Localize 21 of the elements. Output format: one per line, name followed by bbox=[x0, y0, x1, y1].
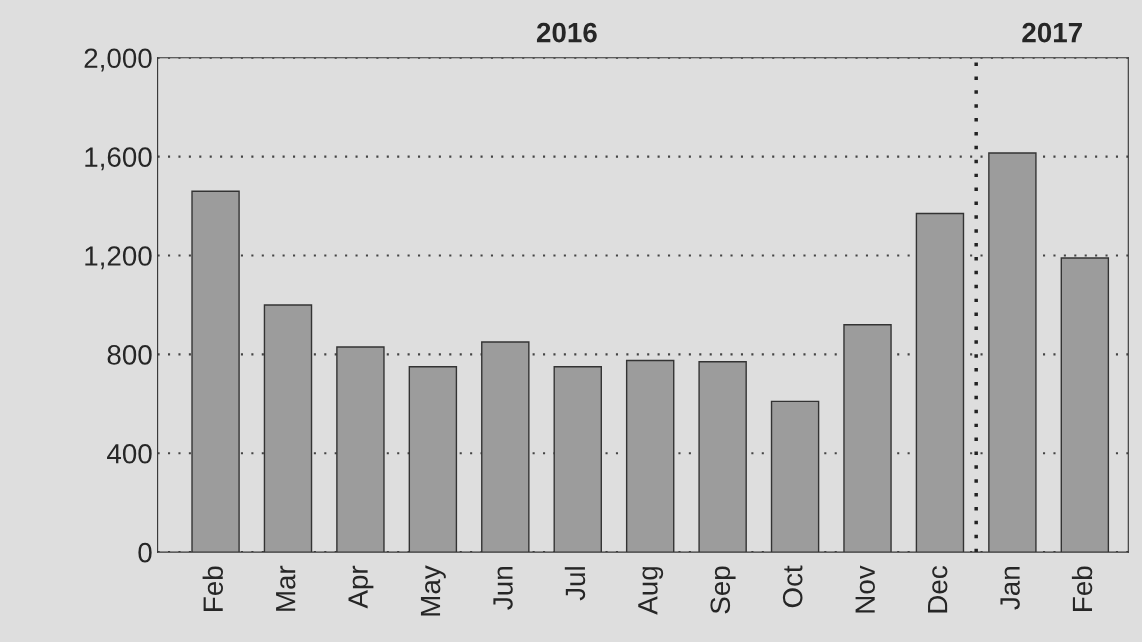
x-tick-label: Jul bbox=[564, 567, 586, 601]
x-tick-label: Feb bbox=[1071, 566, 1093, 611]
x-tick-label: Jan bbox=[1000, 567, 1020, 610]
x-tick-label: Mar bbox=[276, 565, 296, 611]
y-tick-label: 1,600 bbox=[85, 147, 152, 171]
y-tick-label: 800 bbox=[107, 345, 152, 365]
x-tick-label: Oct bbox=[782, 565, 803, 608]
x-tick-label: Jun bbox=[493, 567, 513, 610]
y-tick-label: 2,000 bbox=[84, 48, 152, 72]
x-tick-label: Aug bbox=[638, 567, 664, 615]
text: 2016 bbox=[536, 22, 597, 43]
x-tick-label: Apr bbox=[348, 565, 374, 609]
text: 2017 bbox=[1022, 22, 1082, 43]
x-tick-label: Dec bbox=[928, 566, 948, 613]
x-tick-label: May bbox=[420, 565, 446, 616]
x-tick-label: Sep bbox=[710, 566, 736, 614]
y-tick-label: 0 bbox=[138, 542, 152, 563]
x-tick-label: Feb bbox=[202, 566, 223, 611]
x-tick-label: Nov bbox=[855, 565, 875, 613]
y-tick-label: 1,200 bbox=[85, 246, 152, 270]
y-tick-label: 400 bbox=[107, 443, 152, 464]
